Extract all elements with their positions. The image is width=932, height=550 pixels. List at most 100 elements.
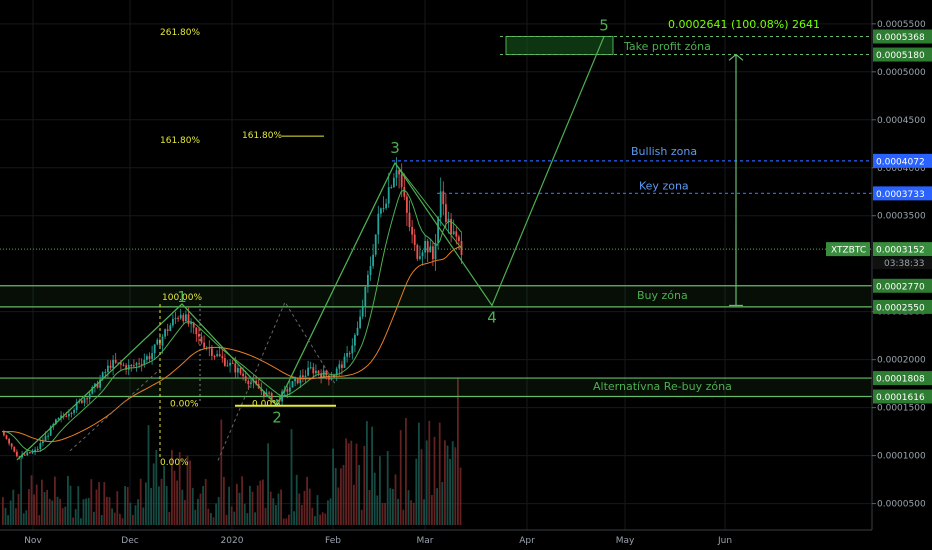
candle-body xyxy=(120,362,122,365)
candle-body xyxy=(387,187,390,204)
candle-body xyxy=(73,409,75,413)
candle-body xyxy=(200,336,203,343)
candle-body xyxy=(247,380,250,385)
price-level-label: 0.0001808 xyxy=(876,375,925,385)
wave-label-3: 3 xyxy=(390,139,400,157)
countdown-badge xyxy=(873,257,932,270)
price-level-label: 0.0005368 xyxy=(876,33,925,43)
price-level-badge xyxy=(873,299,932,314)
candle-body xyxy=(372,254,374,267)
volume-bar xyxy=(124,486,126,525)
candle-body xyxy=(203,342,205,348)
fib-label-0-b: 0.00% xyxy=(252,400,281,410)
time-tick-label: Nov xyxy=(24,536,42,546)
candle-body xyxy=(31,451,34,454)
volume-bar xyxy=(59,498,61,525)
volume-bar xyxy=(420,449,423,525)
projection-dashed-2 xyxy=(69,368,161,452)
candle-body xyxy=(400,174,403,187)
candle-body xyxy=(140,364,143,366)
volume-bar xyxy=(184,500,186,525)
volume-bar xyxy=(217,496,220,525)
volume-bar xyxy=(306,476,308,525)
candle-body xyxy=(226,365,229,367)
volume-bar xyxy=(402,509,405,525)
volume-bar xyxy=(241,476,243,525)
volume-bar xyxy=(319,514,321,525)
volume-bar xyxy=(230,506,233,525)
candle-body xyxy=(10,443,13,447)
volume-bar xyxy=(246,513,249,525)
time-tick-label: 2020 xyxy=(221,536,244,546)
candle-body xyxy=(224,358,226,366)
candle-body xyxy=(447,218,450,222)
volume-bar xyxy=(134,505,137,525)
price-tick-label: 0.0003500 xyxy=(877,212,926,222)
candle-body xyxy=(96,383,99,388)
candle-body xyxy=(216,354,218,356)
candle-body xyxy=(315,370,317,374)
volume-bar xyxy=(90,479,93,525)
time-tick-label: Dec xyxy=(121,536,138,546)
volume-bar xyxy=(236,483,238,525)
candle-body xyxy=(434,242,437,260)
candle-body xyxy=(130,364,133,366)
volume-bar xyxy=(160,478,163,525)
candle-body xyxy=(94,383,96,387)
volume-bar xyxy=(82,499,85,525)
time-tick-label: May xyxy=(616,536,635,546)
candle-body xyxy=(146,356,148,360)
volume-bar xyxy=(158,486,160,525)
volume-bar xyxy=(366,421,368,525)
volume-bar xyxy=(243,503,246,525)
candle-body xyxy=(346,353,348,357)
volume-bar xyxy=(51,500,54,525)
volume-bar xyxy=(186,455,189,525)
volume-bar xyxy=(173,470,176,525)
price-axis[interactable]: 0.00055000.00050000.00045000.00040000.00… xyxy=(826,0,932,530)
volume-bar xyxy=(116,491,119,525)
candle-body xyxy=(341,364,343,368)
candle-body xyxy=(312,367,315,374)
price-tick-label: 0.0005500 xyxy=(877,20,926,30)
price-level-label: 0.0003733 xyxy=(876,190,925,200)
candle-body xyxy=(190,322,192,325)
candle-body xyxy=(86,398,88,400)
measure-label: 0.0002641 (100.08%) 2641 xyxy=(668,18,820,31)
candle-body xyxy=(442,191,445,205)
candle-body xyxy=(211,348,213,356)
volume-bar xyxy=(347,443,350,525)
price-tick-label: 0.0000500 xyxy=(877,500,926,510)
candle-body xyxy=(239,368,242,374)
candle-body xyxy=(429,246,432,253)
projection-dashed xyxy=(217,300,336,461)
price-level-label: 0.0002770 xyxy=(876,282,925,292)
volume-bar xyxy=(165,486,168,525)
candle-body xyxy=(359,316,361,328)
candle-body xyxy=(138,363,140,365)
fib-label-0-c: 0.00% xyxy=(160,458,189,468)
candle-body xyxy=(320,373,322,378)
candle-body xyxy=(44,435,47,442)
candle-body xyxy=(395,170,398,178)
candle-body xyxy=(13,446,16,452)
candle-body xyxy=(99,379,101,388)
volume-bar xyxy=(371,426,373,525)
candle-body xyxy=(36,448,39,450)
volume-bar xyxy=(264,507,267,525)
candle-body xyxy=(187,314,190,325)
candle-body xyxy=(198,334,200,337)
fib-label-161-b: 161.80% xyxy=(242,131,282,141)
volume-bar xyxy=(446,445,449,525)
volume-bar xyxy=(20,456,22,525)
candle-body xyxy=(393,177,395,188)
time-axis[interactable]: Nov Dec 2020 Feb Mar Apr May Jun xyxy=(0,529,872,546)
price-tick-label: 0.0005000 xyxy=(877,68,926,78)
candle-body xyxy=(413,234,416,245)
volume-bar xyxy=(355,443,358,525)
candle-body xyxy=(133,365,135,367)
volume-bar xyxy=(301,504,303,525)
candle-body xyxy=(317,370,320,374)
